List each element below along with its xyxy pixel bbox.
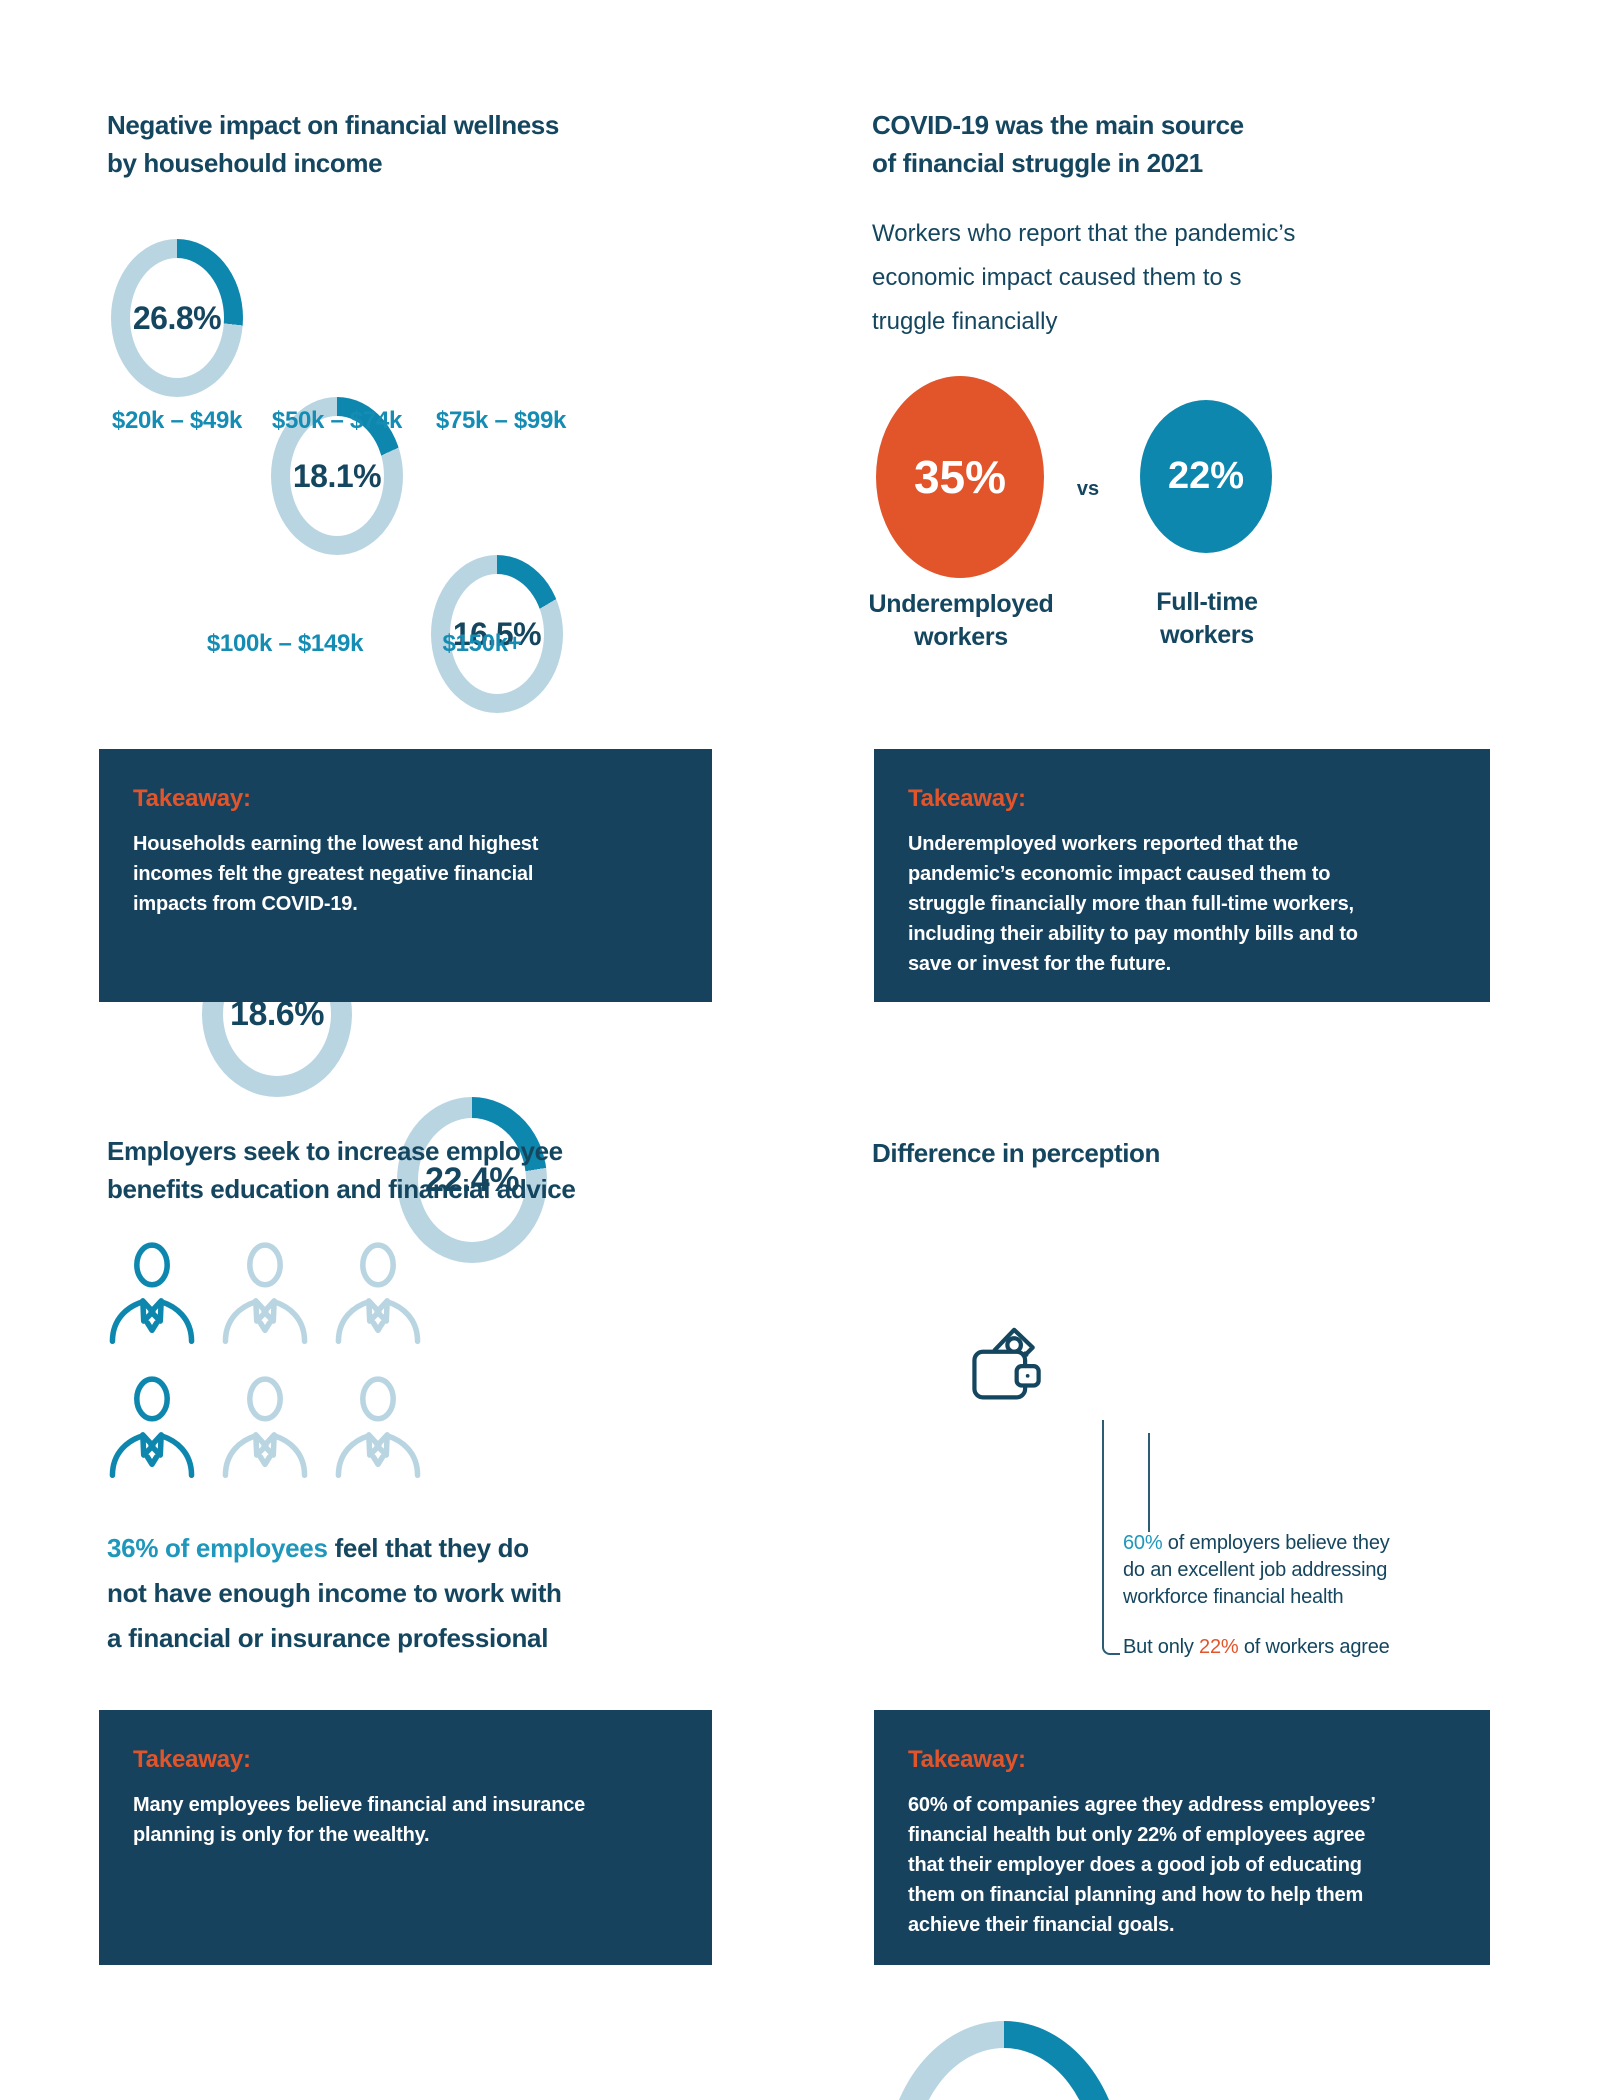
donut-value: 18.1% — [292, 457, 382, 494]
person-icon — [222, 1242, 308, 1345]
callout-post: of workers agree — [1238, 1636, 1390, 1658]
fulltime-circle: 22% — [1140, 400, 1272, 553]
takeaway-body: Households earning the lowest and highes… — [133, 833, 539, 915]
underemployed-circle: 35% — [876, 376, 1044, 578]
fulltime-value: 22% — [1167, 455, 1245, 497]
donut-value: 22.4% — [425, 1160, 519, 1199]
takeaway-body: Underemployed workers reported that the … — [908, 833, 1358, 975]
takeaway-body: Many employees believe financial and ins… — [133, 1794, 586, 1846]
workers-callout: But only 22% of workers agree — [1123, 1634, 1390, 1661]
takeaway-heading: Takeaway: — [133, 785, 251, 812]
person-icon — [109, 1376, 195, 1479]
donut-chart-50k-74k: 18.1% — [271, 397, 403, 555]
leader-line-workers — [1102, 1420, 1120, 1655]
donut-hole — [450, 574, 544, 694]
person-icon — [109, 1242, 195, 1345]
covid-subtitle: Workers who report that the pandemic’s e… — [872, 220, 1296, 335]
employers-section-title: Employers seek to increase employee bene… — [107, 1136, 576, 1204]
person-icon — [222, 1376, 308, 1479]
employees-statement: 36% of employees feel that they do not h… — [107, 1526, 562, 1661]
takeaway-box-income: Takeaway: Households earning the lowest … — [99, 749, 712, 1002]
statement-accent: 36% of employees — [107, 1533, 328, 1563]
person-icon — [335, 1242, 421, 1345]
takeaway-heading: Takeaway: — [908, 1746, 1026, 1773]
takeaway-heading: Takeaway: — [908, 785, 1026, 812]
callout-pre: But only — [1123, 1636, 1200, 1658]
underemployed-label: Underemployed workers — [868, 590, 1054, 651]
income-bracket-label: $150k+ — [442, 630, 522, 657]
statement-rest: feel that they do not have enough income… — [107, 1533, 562, 1653]
underemployed-value: 35% — [913, 451, 1007, 503]
callout-accent-60: 60% — [1123, 1532, 1163, 1554]
person-icon — [335, 1376, 421, 1479]
income-section-title: Negative impact on financial wellness by… — [107, 110, 559, 178]
donut-chart-20k-49k: 26.8% — [111, 239, 243, 397]
takeaway-heading: Takeaway: — [133, 1746, 251, 1773]
income-bracket-label: $50k – $74k — [271, 407, 403, 434]
donut-hole — [418, 1118, 526, 1242]
callout-rest: of employers believe they do an excellen… — [1123, 1532, 1390, 1608]
donut-hole — [912, 2048, 1096, 2100]
income-bracket-label: $20k – $49k — [111, 407, 243, 434]
income-bracket-label: $100k – $149k — [206, 630, 364, 657]
fulltime-label: Full-time workers — [1156, 588, 1258, 649]
donut-hole — [130, 258, 224, 378]
donut-chart-150k-plus: 22.4% — [397, 1097, 547, 1263]
perception-section-title: Difference in perception — [872, 1138, 1161, 1168]
callout-accent-22: 22% — [1199, 1636, 1239, 1658]
donut-value: 16.5% — [452, 615, 542, 652]
donut-chart-75k-99k: 16.5% — [431, 555, 563, 713]
donut-hole — [290, 416, 384, 536]
leader-line-employers — [1148, 1433, 1152, 1532]
takeaway-body: 60% of companies agree they address empl… — [908, 1794, 1376, 1936]
takeaway-box-covid: Takeaway: Underemployed workers reported… — [874, 749, 1490, 1002]
income-bracket-label: $75k – $99k — [435, 407, 567, 434]
vs-label: vs — [1076, 478, 1100, 500]
employers-callout: 60% of employers believe they do an exce… — [1123, 1530, 1390, 1611]
donut-value: 26.8% — [132, 299, 222, 336]
takeaway-box-employers: Takeaway: Many employees believe financi… — [99, 1710, 712, 1965]
takeaway-box-perception: Takeaway: 60% of companies agree they ad… — [874, 1710, 1490, 1965]
covid-section-title: COVID-19 was the main source of financia… — [872, 110, 1244, 178]
perception-outer-ring — [885, 2021, 1123, 2100]
wallet-icon — [972, 1327, 1041, 1400]
